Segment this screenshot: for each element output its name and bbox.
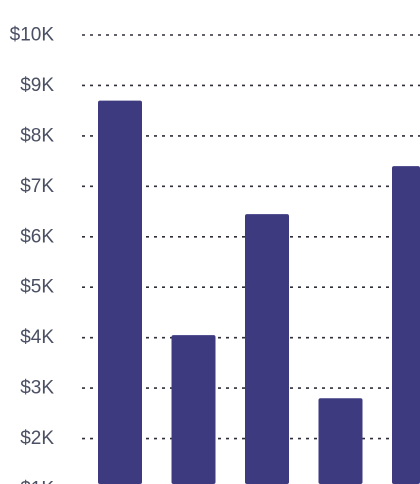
- bar-1: [98, 100, 142, 484]
- bar-5: [392, 166, 420, 484]
- bar-3: [245, 214, 289, 484]
- y-axis-labels: $1K $2K $3K $4K $5K $6K $7K $8K $9K $10K: [10, 25, 55, 484]
- y-tick-label-5: $5K: [20, 277, 54, 298]
- bars-layer: [98, 100, 420, 484]
- y-tick-label-9: $9K: [20, 75, 54, 96]
- y-tick-label-10: $10K: [10, 25, 55, 46]
- y-tick-label-2: $2K: [20, 428, 54, 449]
- y-tick-label-7: $7K: [20, 176, 54, 197]
- bar-2: [171, 335, 216, 484]
- y-tick-label-8: $8K: [20, 125, 54, 146]
- y-tick-label-1: $1K: [20, 479, 54, 484]
- y-tick-label-3: $3K: [20, 378, 54, 399]
- bar-4: [318, 398, 363, 484]
- y-tick-label-4: $4K: [20, 327, 54, 348]
- y-tick-label-6: $6K: [20, 226, 54, 247]
